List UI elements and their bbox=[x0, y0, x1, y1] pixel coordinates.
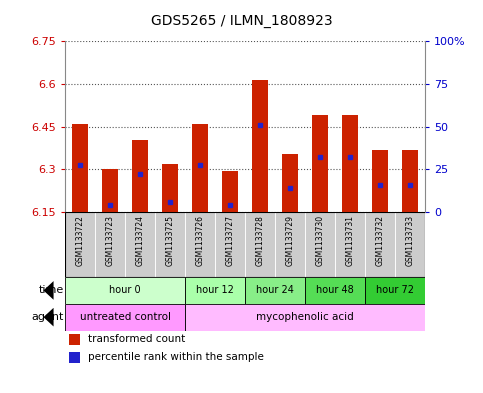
Bar bbox=[132, 140, 148, 212]
Text: mycophenolic acid: mycophenolic acid bbox=[256, 312, 354, 322]
Bar bbox=[282, 154, 298, 212]
Bar bbox=[395, 212, 425, 277]
Bar bbox=[155, 212, 185, 277]
Bar bbox=[365, 277, 425, 304]
Bar bbox=[305, 212, 335, 277]
Bar bbox=[222, 171, 239, 212]
Bar bbox=[192, 124, 208, 212]
Text: GSM1133732: GSM1133732 bbox=[376, 215, 384, 266]
Bar bbox=[72, 124, 88, 212]
Bar bbox=[185, 277, 245, 304]
Text: GSM1133725: GSM1133725 bbox=[166, 215, 175, 266]
Polygon shape bbox=[43, 308, 54, 327]
Text: hour 0: hour 0 bbox=[109, 285, 141, 296]
Text: hour 48: hour 48 bbox=[316, 285, 354, 296]
Text: GSM1133726: GSM1133726 bbox=[196, 215, 205, 266]
Bar bbox=[252, 80, 269, 212]
Bar bbox=[335, 212, 365, 277]
Text: hour 12: hour 12 bbox=[196, 285, 234, 296]
Text: untreated control: untreated control bbox=[80, 312, 170, 322]
Bar bbox=[69, 334, 80, 345]
Bar bbox=[65, 304, 185, 331]
Bar bbox=[245, 277, 305, 304]
Text: GSM1133731: GSM1133731 bbox=[345, 215, 355, 266]
Bar bbox=[305, 277, 365, 304]
Text: GSM1133727: GSM1133727 bbox=[226, 215, 235, 266]
Text: GSM1133730: GSM1133730 bbox=[315, 215, 325, 266]
Text: GSM1133729: GSM1133729 bbox=[285, 215, 295, 266]
Text: hour 72: hour 72 bbox=[376, 285, 414, 296]
Text: time: time bbox=[39, 285, 64, 296]
Bar bbox=[185, 212, 215, 277]
Bar bbox=[365, 212, 395, 277]
Bar bbox=[102, 169, 118, 212]
Bar bbox=[125, 212, 155, 277]
Text: transformed count: transformed count bbox=[87, 334, 185, 344]
Polygon shape bbox=[43, 281, 54, 300]
Text: percentile rank within the sample: percentile rank within the sample bbox=[87, 352, 263, 362]
Bar bbox=[342, 116, 358, 212]
Bar bbox=[65, 277, 185, 304]
Text: GSM1133724: GSM1133724 bbox=[136, 215, 145, 266]
Text: GSM1133733: GSM1133733 bbox=[406, 215, 414, 266]
Bar bbox=[402, 150, 418, 212]
Bar bbox=[372, 150, 388, 212]
Text: GSM1133728: GSM1133728 bbox=[256, 215, 265, 266]
Text: agent: agent bbox=[32, 312, 64, 322]
Text: GDS5265 / ILMN_1808923: GDS5265 / ILMN_1808923 bbox=[151, 14, 332, 28]
Bar bbox=[162, 164, 178, 212]
Bar bbox=[245, 212, 275, 277]
Bar bbox=[312, 116, 328, 212]
Bar bbox=[65, 212, 95, 277]
Text: GSM1133723: GSM1133723 bbox=[106, 215, 114, 266]
Bar bbox=[275, 212, 305, 277]
Bar bbox=[185, 304, 425, 331]
Bar bbox=[69, 352, 80, 363]
Bar bbox=[215, 212, 245, 277]
Bar bbox=[95, 212, 125, 277]
Text: hour 24: hour 24 bbox=[256, 285, 294, 296]
Text: GSM1133722: GSM1133722 bbox=[76, 215, 85, 266]
